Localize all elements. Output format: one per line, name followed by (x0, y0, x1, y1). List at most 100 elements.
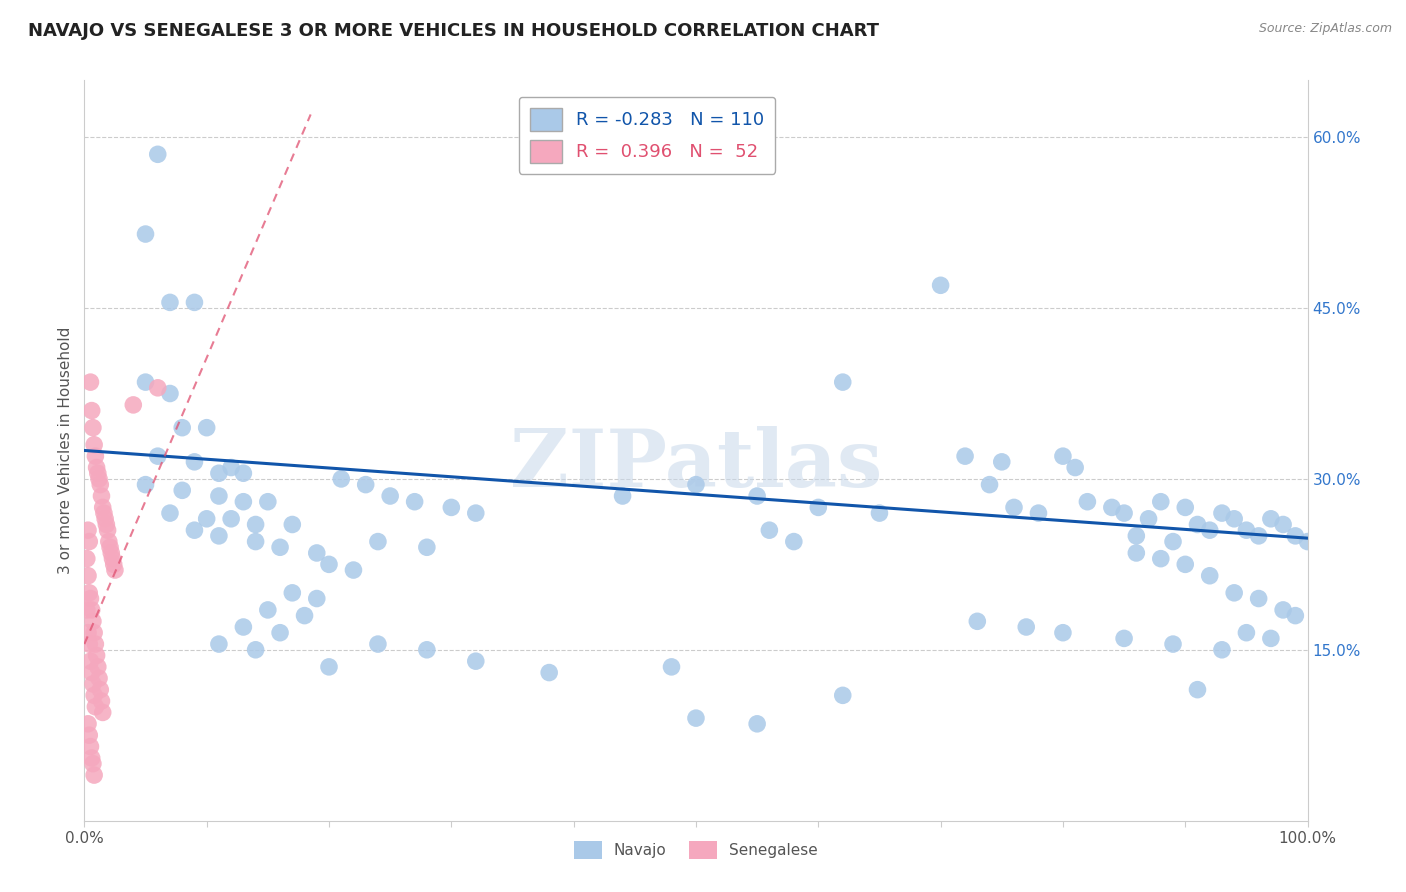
Point (77, 637, 100, 651)
Point (103, 558, 125, 572)
Point (195, 420, 218, 434)
Point (1296, 534, 1319, 549)
Point (1236, 523, 1258, 537)
Point (869, 506, 891, 520)
Point (159, 295, 181, 310)
Point (89, 682, 111, 697)
Point (1076, 494, 1098, 508)
Point (318, 660, 340, 674)
Point (90, 489, 112, 503)
Point (464, 654, 486, 668)
Point (84, 699, 107, 714)
Point (232, 494, 254, 508)
Point (281, 586, 304, 600)
Point (245, 534, 267, 549)
Point (208, 467, 231, 481)
Point (953, 449, 976, 463)
Point (281, 517, 304, 532)
Point (83, 689, 105, 703)
Point (87, 660, 110, 674)
Point (101, 551, 124, 566)
Y-axis label: 3 or more Vehicles in Household: 3 or more Vehicles in Household (58, 326, 73, 574)
Point (83, 438, 105, 452)
Point (807, 500, 830, 515)
Point (94, 512, 117, 526)
Point (77, 568, 100, 582)
Point (77, 716, 100, 731)
Point (1272, 603, 1295, 617)
Point (269, 625, 291, 640)
Point (97, 534, 120, 549)
Point (1198, 568, 1220, 582)
Point (747, 489, 769, 503)
Point (232, 467, 254, 481)
Point (538, 665, 561, 680)
Point (146, 147, 169, 161)
Point (354, 477, 377, 491)
Point (86, 460, 108, 475)
Point (104, 563, 127, 577)
Point (77, 523, 100, 537)
Point (404, 494, 426, 508)
Point (440, 500, 463, 515)
Point (183, 455, 205, 469)
Point (661, 660, 683, 674)
Point (1211, 506, 1233, 520)
Point (685, 477, 707, 491)
Point (257, 603, 280, 617)
Point (1114, 632, 1136, 646)
Point (77, 586, 100, 600)
Point (135, 477, 157, 491)
Point (1247, 591, 1270, 606)
Point (159, 506, 181, 520)
Point (100, 546, 122, 560)
Point (1125, 546, 1147, 560)
Point (87, 472, 110, 486)
Point (1223, 586, 1246, 600)
Point (1137, 512, 1160, 526)
Point (97, 523, 120, 537)
Point (80, 603, 103, 617)
Point (685, 711, 707, 725)
Point (208, 489, 231, 503)
Point (80, 751, 103, 765)
Point (96, 517, 118, 532)
Point (269, 541, 291, 555)
Point (82, 420, 104, 434)
Point (91, 706, 114, 720)
Point (146, 449, 169, 463)
Point (1015, 620, 1038, 634)
Text: NAVAJO VS SENEGALESE 3 OR MORE VEHICLES IN HOUSEHOLD CORRELATION CHART: NAVAJO VS SENEGALESE 3 OR MORE VEHICLES … (28, 22, 879, 40)
Point (83, 625, 105, 640)
Point (159, 386, 181, 401)
Point (1052, 449, 1074, 463)
Point (77, 625, 100, 640)
Point (367, 637, 389, 651)
Point (77, 728, 100, 742)
Point (380, 489, 402, 503)
Point (612, 489, 634, 503)
Point (1284, 608, 1306, 623)
Point (979, 477, 1001, 491)
Text: ZIPatlas: ZIPatlas (510, 426, 882, 504)
Point (208, 529, 231, 543)
Point (245, 642, 267, 657)
Point (464, 506, 486, 520)
Point (1161, 534, 1184, 549)
Point (416, 541, 439, 555)
Point (783, 534, 806, 549)
Point (1187, 682, 1209, 697)
Point (1211, 642, 1233, 657)
Point (966, 615, 988, 629)
Point (172, 420, 194, 434)
Point (87, 671, 110, 685)
Point (831, 375, 853, 389)
Point (82, 756, 104, 771)
Point (80, 665, 103, 680)
Point (86, 648, 108, 663)
Point (84, 449, 107, 463)
Point (758, 523, 780, 537)
Point (183, 295, 205, 310)
Point (183, 523, 205, 537)
Point (1174, 558, 1197, 572)
